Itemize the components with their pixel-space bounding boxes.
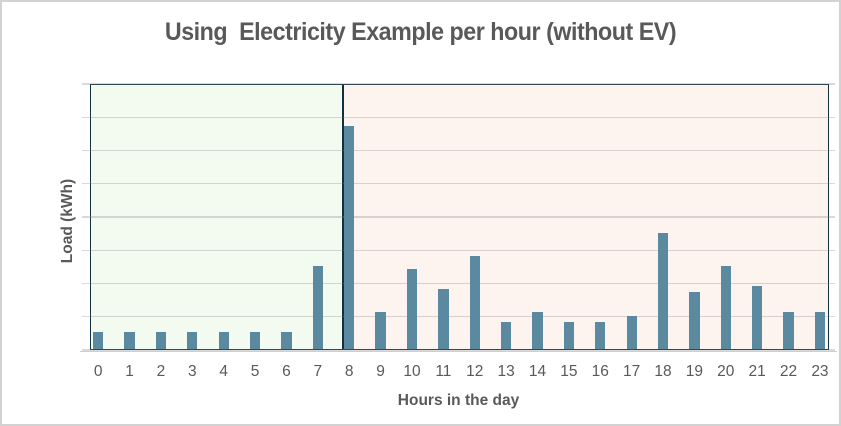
x-tick-label-16: 16 bbox=[591, 363, 609, 380]
bar-hour-15[interactable] bbox=[563, 322, 575, 349]
x-tick-label-7: 7 bbox=[313, 363, 323, 380]
x-tick-label-17: 17 bbox=[623, 363, 641, 380]
x-tick-label-18: 18 bbox=[654, 363, 672, 380]
bar-hour-18[interactable] bbox=[657, 232, 669, 349]
bar-hour-10[interactable] bbox=[406, 269, 418, 349]
bar-hour-0[interactable] bbox=[93, 332, 104, 349]
x-tick-label-20: 20 bbox=[717, 363, 735, 380]
x-tick-label-2: 2 bbox=[156, 363, 166, 380]
x-tick-label-6: 6 bbox=[282, 363, 291, 380]
bar-hour-22[interactable] bbox=[783, 312, 794, 349]
chart-title: Using Electricity Example per hour (with… bbox=[164, 18, 677, 46]
gridline-y-1 bbox=[82, 316, 835, 318]
bar-hour-1[interactable] bbox=[124, 332, 135, 349]
x-tick-label-4: 4 bbox=[219, 363, 229, 380]
x-tick-label-14: 14 bbox=[528, 363, 547, 380]
x-tick-label-19: 19 bbox=[685, 363, 704, 380]
bar-hour-19[interactable] bbox=[689, 292, 700, 349]
x-tick-label-1: 1 bbox=[125, 363, 134, 380]
gridline-y-5 bbox=[82, 183, 835, 185]
y-axis-title: Load (kWh) bbox=[59, 178, 76, 264]
bar-hour-5[interactable] bbox=[249, 332, 261, 349]
bar-hour-12[interactable] bbox=[469, 255, 480, 349]
bar-hour-11[interactable] bbox=[438, 289, 449, 349]
bar-hour-20[interactable] bbox=[720, 265, 731, 349]
gridline-y-7 bbox=[82, 116, 835, 118]
x-tick-label-22: 22 bbox=[779, 363, 798, 380]
x-axis-labels: 0 1 2 3 4 5 6 7 8 9 10 11 12 13 14 15 16 17 18 19 20 21 22 23 bbox=[82, 363, 835, 383]
x-tick-label-12: 12 bbox=[466, 363, 484, 380]
bar-hour-16[interactable] bbox=[595, 322, 606, 349]
x-tick-label-11: 11 bbox=[435, 363, 452, 380]
bar-hour-2[interactable] bbox=[155, 332, 167, 349]
gridline-y-3 bbox=[82, 249, 835, 251]
x-tick-label-21: 21 bbox=[748, 363, 766, 380]
x-tick-label-9: 9 bbox=[376, 363, 385, 380]
bar-hour-13[interactable] bbox=[500, 322, 512, 349]
peak-region-box[interactable] bbox=[342, 84, 829, 350]
bar-hour-4[interactable] bbox=[218, 332, 229, 349]
x-tick-label-8: 8 bbox=[344, 363, 354, 380]
plot-area bbox=[80, 83, 837, 353]
gridline-y-2 bbox=[82, 282, 835, 285]
x-tick-label-23: 23 bbox=[811, 363, 829, 380]
bar-hour-23[interactable] bbox=[814, 312, 826, 349]
gridline-y-8 bbox=[82, 83, 835, 85]
bar-hour-21[interactable] bbox=[752, 285, 763, 349]
bar-hour-6[interactable] bbox=[281, 332, 292, 349]
x-axis-title: Hours in the day bbox=[397, 392, 520, 409]
x-tick-label-3: 3 bbox=[188, 363, 197, 380]
bar-hour-3[interactable] bbox=[187, 332, 198, 349]
gridline-y-6 bbox=[82, 149, 835, 152]
offpeak-region-box[interactable] bbox=[90, 84, 343, 350]
bar-hour-7[interactable] bbox=[312, 265, 323, 349]
bar-hour-8[interactable] bbox=[344, 126, 355, 349]
bar-hour-17[interactable] bbox=[626, 315, 637, 349]
gridline-y-0 bbox=[82, 349, 835, 351]
x-tick-label-5: 5 bbox=[250, 363, 260, 380]
x-tick-label-10: 10 bbox=[403, 363, 421, 380]
bar-hour-14[interactable] bbox=[532, 312, 543, 349]
x-tick-label-13: 13 bbox=[497, 363, 515, 380]
gridline-y-4 bbox=[82, 216, 835, 218]
bar-hour-9[interactable] bbox=[375, 312, 386, 349]
x-tick-label-15: 15 bbox=[560, 363, 578, 380]
x-tick-label-0: 0 bbox=[93, 363, 103, 380]
x-axis-line bbox=[80, 350, 837, 353]
